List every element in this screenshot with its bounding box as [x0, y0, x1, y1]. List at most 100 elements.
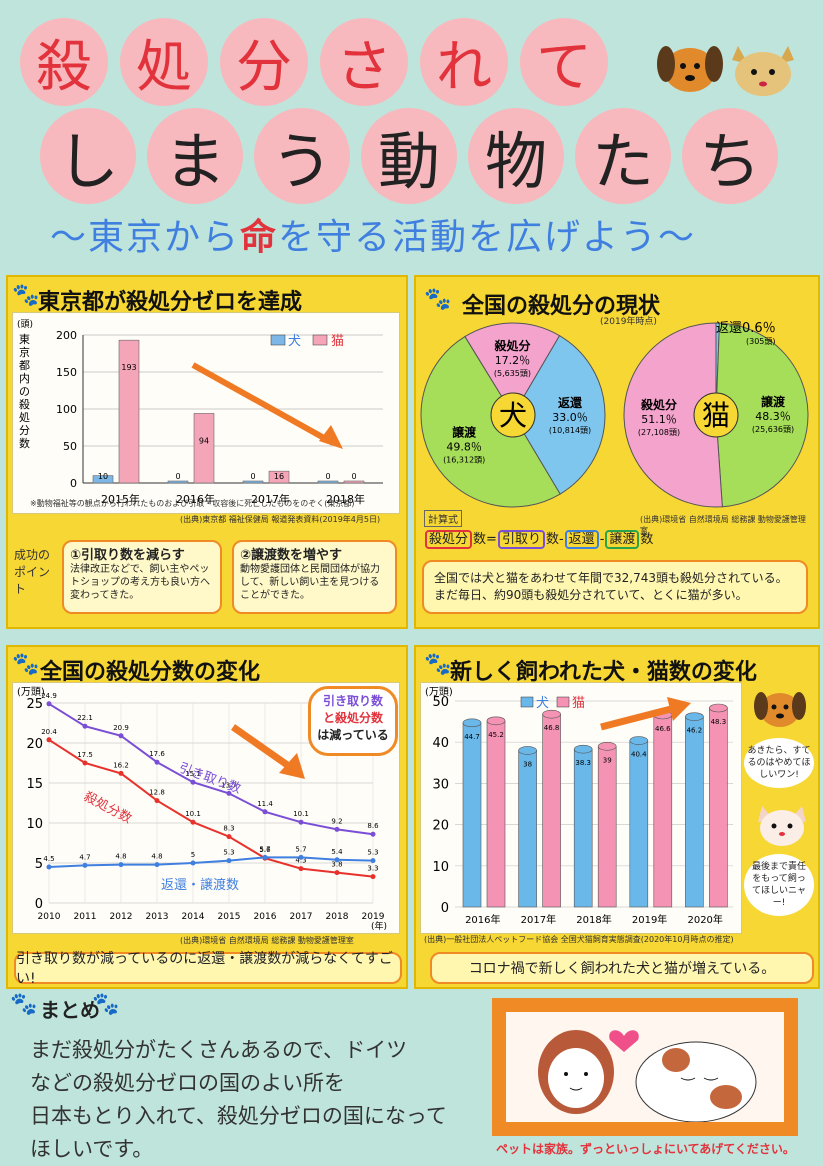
point1-title: ①引取り数を減らす [70, 548, 185, 563]
data-label: 0 [325, 472, 330, 481]
data-label: 11.4 [257, 800, 273, 808]
y-tick-label: 40 [432, 736, 449, 751]
slice-pct: 33.0％ [552, 411, 588, 424]
data-point [298, 866, 304, 872]
slice-pct: 48.3％ [755, 410, 791, 423]
pie-slice [420, 335, 561, 508]
data-point [334, 857, 340, 863]
data-point [190, 860, 196, 866]
series-line [48, 856, 374, 868]
bar [343, 480, 365, 484]
y-unit: (万頭) [17, 686, 45, 698]
data-point [298, 854, 304, 860]
formula-part: 数 [640, 532, 654, 547]
title-char: れ [420, 18, 508, 106]
x-tick-label: 2012 [110, 912, 133, 922]
slice-label: 殺処分 [493, 338, 530, 353]
points-label: 成功のポイント [14, 548, 51, 596]
y-tick-label: 10 [432, 860, 449, 875]
new-pets-chart-area: (万頭) 0 10 20 30 40 50 2016年 44.7 45.2 2017年 38 46.8 2… [420, 682, 742, 934]
trend-arrow-head [667, 697, 691, 721]
matome-line-2: などの殺処分ゼロの国のよい所を [30, 1071, 345, 1095]
data-label: 38 [523, 760, 532, 768]
change-summary: 引き取り数が減っているのに返還・譲渡数が減らなくてすごい! [14, 951, 402, 987]
data-label: 10.1 [293, 810, 309, 818]
y-axis-label-char: 数 [19, 437, 30, 450]
x-tick-label: 2011 [74, 912, 97, 922]
x-tick-label: 2014 [182, 912, 205, 922]
series-line [48, 702, 374, 836]
data-label: 16.2 [113, 761, 129, 769]
formula-part: 殺処分 [425, 530, 473, 549]
bar [242, 480, 264, 484]
title-char: 物 [468, 108, 564, 204]
bar-top [518, 746, 537, 755]
callout-line-3: は減っている [317, 728, 389, 742]
panel-change-title: 全国の殺処分数の変化 [40, 660, 261, 685]
bar-top [486, 716, 506, 726]
tokyo-chart-area: (頭) 東京都内の殺処分数 0 50 100 150 200 2015年 10 193 2016年 0… [12, 312, 400, 514]
data-label: 46.6 [655, 725, 671, 733]
bar-top [685, 712, 704, 721]
x-tick-label: 2015年 [101, 492, 140, 506]
data-label: 4.8 [115, 853, 126, 861]
data-point [118, 770, 124, 776]
bar [542, 713, 561, 908]
y-tick-label: 100 [56, 403, 77, 416]
data-label: 5.7 [259, 845, 270, 853]
bar [317, 480, 339, 484]
bar-top [462, 718, 482, 728]
bar-top [573, 744, 593, 754]
subtitle: 〜東京から命を守る活動を広げよう〜 [50, 208, 790, 258]
x-tick-label: 2018年 [326, 492, 365, 506]
x-tick-label: 2018 [326, 912, 349, 922]
pie-slice [464, 322, 561, 416]
slice-label: 譲渡 [761, 394, 786, 409]
data-label: 39 [603, 756, 612, 764]
title-char: 動 [361, 108, 457, 204]
title-char: た [575, 108, 671, 204]
bar [685, 716, 704, 908]
y-tick-label: 10 [26, 817, 43, 832]
data-label: 5.6 [259, 846, 271, 854]
matome-title: まとめ [40, 998, 100, 1022]
data-label: 20.4 [41, 728, 57, 736]
pie-center [693, 392, 739, 438]
data-point [262, 809, 268, 815]
matome-line-3: 日本もとり入れて、殺処分ゼロの国になって [30, 1104, 447, 1128]
slice-count: (16,312頭) [443, 456, 485, 465]
slice-count: (5,635頭) [494, 369, 531, 378]
bar-top [629, 736, 649, 745]
bar [573, 748, 593, 908]
slice-label: 譲渡 [452, 425, 477, 440]
point2-text: 動物愛護団体と民間団体が協力して、新しい飼い主を見つけることができた。 [240, 564, 380, 601]
paw-icon: 🐾 [12, 652, 40, 677]
y-tick-label: 200 [56, 329, 77, 342]
bar [709, 707, 728, 908]
point1-text: 法律改正などで、飼い主やペットショップの考え方も良い方へ変わってきた。 [70, 564, 210, 601]
legend-swatch [520, 696, 534, 708]
data-label: 0 [351, 472, 356, 481]
y-tick-label: 150 [56, 366, 77, 379]
pie-center-label: 犬 [499, 399, 527, 432]
y-tick-label: 0 [441, 901, 449, 916]
national-summary: 全国では犬と猫をあわせて年間で32,743頭も殺処分されている。まだ毎日、約90… [422, 560, 808, 614]
x-tick-label: 2017年 [251, 492, 290, 506]
data-label: 16 [274, 472, 284, 481]
data-label: 20.9 [113, 724, 129, 732]
footer-caption: ペットは家族。ずっといっしょにいてあげてください。 [496, 1142, 795, 1156]
change-source: (出典)環境省 自然環境局 総務課 動物愛護管理室 [180, 936, 354, 945]
x-tick-label: 2019 [362, 912, 385, 922]
data-label: 193 [121, 363, 136, 372]
y-tick-label: 30 [432, 777, 449, 792]
data-label: 17.6 [149, 750, 165, 758]
data-label: 4.7 [79, 853, 90, 861]
data-label: 22.1 [77, 714, 93, 722]
data-label: 5.4 [331, 848, 343, 856]
x-tick-label: 2016 [254, 912, 277, 922]
data-point [226, 790, 232, 796]
formula-part: 譲渡 [605, 530, 640, 549]
year-note: (2019年時点) [600, 317, 657, 327]
x-tick-label: 2018年 [576, 913, 611, 926]
